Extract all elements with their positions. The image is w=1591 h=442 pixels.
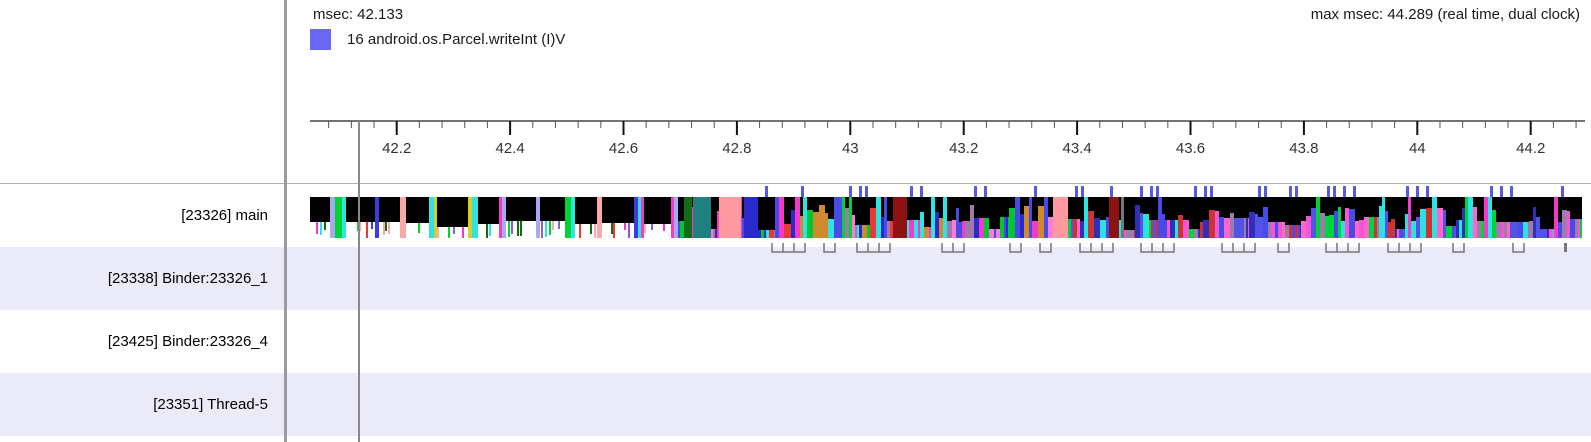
selected-method-tick: [1204, 186, 1207, 197]
selected-method-tick: [1406, 186, 1409, 197]
selected-method-tick: [910, 186, 913, 197]
axis-tick-label: 43.2: [949, 140, 978, 157]
selected-method-tick: [1034, 186, 1037, 197]
axis-tick-label: 43.8: [1289, 140, 1318, 157]
selected-method-tick: [1295, 186, 1298, 197]
selected-method-tick: [974, 186, 977, 197]
call-marker: [1140, 243, 1175, 253]
selected-method-tick: [1561, 186, 1564, 197]
time-cursor-line[interactable]: [357, 121, 360, 442]
legend-method-label: 16 android.os.Parcel.writeInt (I)V: [347, 31, 566, 48]
selected-method-tick: [801, 186, 804, 197]
selected-method-tick: [865, 186, 868, 197]
selected-method-tick: [984, 186, 987, 197]
selected-method-legend: 16 android.os.Parcel.writeInt (I)V: [310, 29, 565, 50]
call-marker: [1079, 243, 1114, 253]
selected-method-tick: [1110, 186, 1113, 197]
rows-top-border: [0, 183, 1591, 184]
selected-method-tick: [849, 186, 852, 197]
call-marker: [1512, 243, 1525, 253]
thread-label: [23338] Binder:23326_1: [107, 270, 268, 287]
selected-method-tick: [1490, 186, 1493, 197]
call-marker: [1039, 243, 1052, 253]
call-marker: [1564, 243, 1567, 252]
selected-method-tick: [1150, 186, 1153, 197]
selected-method-tick: [1500, 186, 1503, 197]
selected-method-tick: [1194, 186, 1197, 197]
selected-method-tick: [1264, 186, 1267, 197]
selected-method-tick: [1343, 186, 1346, 197]
selected-method-tick: [1426, 186, 1429, 197]
selected-method-tick: [1140, 186, 1143, 197]
selected-method-tick: [920, 186, 923, 197]
selected-method-tick: [1081, 186, 1084, 197]
selected-method-tick: [1353, 186, 1356, 197]
max-msec-readout: max msec: 44.289 (real time, dual clock): [1310, 6, 1580, 23]
selected-method-tick: [1210, 186, 1213, 197]
call-marker: [941, 243, 965, 253]
panel-divider: [284, 0, 287, 442]
selected-method-tick: [1258, 186, 1261, 197]
thread-row-binder-4[interactable]: [23425] Binder:23326_4: [0, 310, 1591, 373]
legend-color-swatch-icon: [310, 29, 331, 50]
axis-tick-label: 43.4: [1062, 140, 1091, 157]
thread-row-thread-5[interactable]: [23351] Thread-5: [0, 373, 1591, 436]
call-marker: [1009, 243, 1022, 253]
axis-tick-label: 43.6: [1176, 140, 1205, 157]
selected-method-tick: [1075, 186, 1078, 197]
thread-label: [23351] Thread-5: [153, 396, 268, 413]
call-marker: [856, 243, 891, 253]
call-marker: [1387, 243, 1422, 253]
thread-label: [23425] Binder:23326_4: [107, 333, 268, 350]
selected-method-tick: [1416, 186, 1419, 197]
axis-tick-label: 42.4: [495, 140, 524, 157]
axis-tick-label: 44.2: [1516, 140, 1545, 157]
axis-tick-label: 43: [842, 140, 859, 157]
call-marker: [823, 243, 836, 253]
call-marker: [771, 243, 806, 253]
flame-strip: [310, 197, 1582, 238]
call-marker: [1277, 243, 1290, 253]
selected-method-tick: [1156, 186, 1159, 197]
axis-tick-label: 44: [1409, 140, 1426, 157]
selected-method-tick: [1327, 186, 1330, 197]
axis-tick-label: 42.6: [609, 140, 638, 157]
thread-label: [23326] main: [181, 207, 268, 224]
selected-method-tick: [1289, 186, 1292, 197]
selected-method-tick: [859, 186, 862, 197]
thread-row-binder-1[interactable]: [23338] Binder:23326_1: [0, 247, 1591, 310]
selected-method-tick: [765, 186, 768, 197]
selected-method-tick: [1333, 186, 1336, 197]
call-marker: [1452, 243, 1465, 253]
axis-tick-label: 42.8: [722, 140, 751, 157]
selected-method-tick: [1510, 186, 1513, 197]
call-marker: [1221, 243, 1256, 253]
cursor-msec-readout: msec: 42.133: [313, 6, 404, 23]
call-marker: [1325, 243, 1360, 253]
axis-tick-label: 42.2: [382, 140, 411, 157]
